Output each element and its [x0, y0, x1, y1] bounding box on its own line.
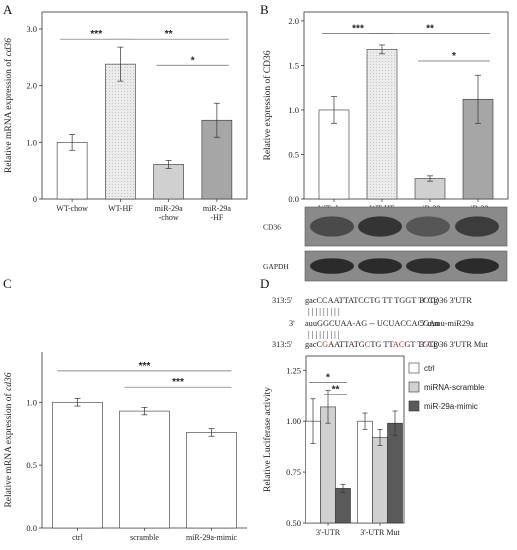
chart-a-xtick-label: miR-29a: [155, 204, 183, 213]
chart-a-significance-label: **: [165, 29, 173, 40]
sequence-text: auuGGCUAA-AG -- UCUACCACGAu: [305, 319, 439, 328]
chart-c-bar: [119, 410, 170, 529]
chart-a-y-axis-label: Relative mRNA expression of cd36: [3, 38, 14, 173]
chart-c-xtick-label: scramble: [130, 533, 159, 542]
chart-a-bar: [153, 164, 184, 200]
panel-letter-d: D: [260, 276, 269, 291]
chart-c-xtick-label: miR-29a-mimic: [186, 533, 238, 542]
chart-c-xtick-label: ctrl: [72, 533, 83, 542]
chart-b-cd36-protein: 0.0 0.5 1.0 1.5 2.0 Relative expression of CD…: [262, 11, 509, 222]
legend-swatch: [408, 381, 420, 393]
chart-a-xtick-label: -chow: [159, 213, 179, 222]
sequence-left-label: 313:5': [272, 296, 293, 305]
sequence-text: gacCGAATTATGCTG TTACGT TGTg: [305, 340, 438, 349]
chart-b-plot-frame: [303, 11, 509, 200]
chart-b-significance-label: **: [426, 23, 434, 34]
chart-a-ytick-label: 0: [33, 194, 37, 204]
sequence-text: gacCCAATTATCCTG TT TGGT TCTg: [305, 296, 438, 305]
chart-a-ytick-label: 1.0: [26, 137, 37, 147]
panel-letter-a: A: [3, 2, 13, 17]
chart-b-ytick-label: 1.0: [288, 105, 299, 115]
chart-a-xtick-label: -HF: [210, 213, 223, 222]
chart-c-bar: [186, 432, 237, 529]
pairing-marks-bottom: | | | | | | | | |: [308, 330, 340, 339]
chart-a-xtick-label: WT-HF: [108, 204, 133, 213]
blot-band: [455, 258, 499, 274]
blot-band: [310, 216, 354, 237]
legend-swatch: [408, 362, 420, 374]
chart-d-bar: [387, 422, 403, 524]
blot-band: [406, 258, 450, 274]
panel-letter-c: C: [3, 276, 12, 291]
chart-c-y-axis-label: Relative mRNA expression of cd36: [3, 372, 14, 507]
chart-c-ytick-label: 0.0: [26, 523, 37, 533]
chart-d-xtick-label: 3'-UTR Mut: [360, 528, 400, 537]
chart-c-cd36-mrna-mimic: 0.0 0.5 1.0 Relative mRNA expression of cd3…: [3, 352, 247, 542]
chart-a-significance-label: *: [191, 55, 195, 66]
chart-d-bar: [320, 406, 336, 524]
chart-d-y-axis-label: Relative Luciferase activity: [262, 387, 273, 492]
chart-a-ytick-label: 3.0: [26, 24, 37, 34]
chart-d-significance-label: **: [332, 385, 340, 396]
chart-a-bar: [105, 63, 136, 200]
chart-c-significance-label: ***: [172, 377, 184, 388]
chart-c-ytick-label: 0.5: [26, 460, 37, 470]
chart-a-cd36-mrna: 0 1.0 2.0 3.0 Relative mRNA expression of cd…: [3, 11, 248, 222]
pairing-marks-top: | | | | | | | | |: [308, 307, 340, 316]
chart-d-xtick-label: 3'-UTR: [316, 528, 341, 537]
legend-swatch: [408, 400, 420, 412]
sequence-left-label: 3': [289, 319, 295, 328]
chart-b-significance-label: ***: [352, 23, 364, 34]
chart-b-y-axis-label: Relative expression of CD36: [262, 50, 273, 160]
chart-c-bar: [52, 401, 103, 529]
chart-b-significance-label: *: [452, 51, 456, 62]
chart-d-bar: [357, 420, 373, 524]
blot-band: [358, 216, 402, 237]
panel-letter-b: B: [260, 2, 269, 17]
legend-label: ctrl: [424, 364, 435, 373]
chart-d-ytick-label: 1.25: [286, 365, 301, 375]
chart-b-ytick-label: 0.5: [288, 149, 299, 159]
western-blot: CD36 GAPDH: [263, 206, 508, 282]
legend-d: ctrl miRNA-scramble miR-29a-mimic: [408, 362, 485, 412]
chart-b-ytick-label: 1.5: [288, 60, 299, 70]
blot-band: [358, 258, 402, 274]
chart-b-ytick-label: 0.0: [288, 194, 299, 204]
blot-label-gapdh: GAPDH: [263, 262, 289, 271]
chart-d-luciferase: 0.50 0.75 1.00 1.25 Relative Luciferase acti…: [262, 355, 405, 537]
chart-b-bar: [414, 178, 446, 200]
legend-label: miRNA-scramble: [424, 383, 485, 392]
chart-a-xtick-label: miR-29a: [203, 204, 231, 213]
sequence-right-label: 3' CD36 3'UTR: [420, 296, 472, 305]
chart-c-ytick-label: 1.0: [26, 397, 37, 407]
chart-c-significance-label: ***: [139, 361, 151, 372]
chart-d-bar: [335, 488, 351, 524]
chart-b-ytick-label: 2.0: [288, 16, 299, 26]
chart-a-xtick-label: WT-chow: [56, 204, 88, 213]
sequence-right-label: 5' mmu-miR29a: [420, 319, 474, 328]
chart-a-significance-label: ***: [90, 29, 102, 40]
blot-band: [455, 216, 499, 237]
chart-d-ytick-label: 1.00: [286, 416, 301, 426]
chart-d-bar: [372, 437, 388, 524]
blot-label-cd36: CD36: [263, 223, 281, 232]
chart-d-ytick-label: 0.50: [286, 518, 301, 528]
blot-band: [310, 258, 354, 274]
sequence-right-label: 3' CD36 3'UTR Mut: [420, 340, 488, 349]
chart-d-significance-label: *: [326, 372, 330, 383]
chart-a-plot-frame: [41, 11, 248, 200]
sequence-left-label: 313:5': [272, 340, 293, 349]
chart-a-bar: [56, 142, 88, 200]
legend-label: miR-29a-mimic: [424, 402, 478, 411]
blot-band: [406, 216, 450, 237]
chart-a-ytick-label: 2.0: [26, 81, 37, 91]
chart-d-ytick-label: 0.75: [286, 467, 301, 477]
chart-b-bar: [366, 49, 398, 200]
